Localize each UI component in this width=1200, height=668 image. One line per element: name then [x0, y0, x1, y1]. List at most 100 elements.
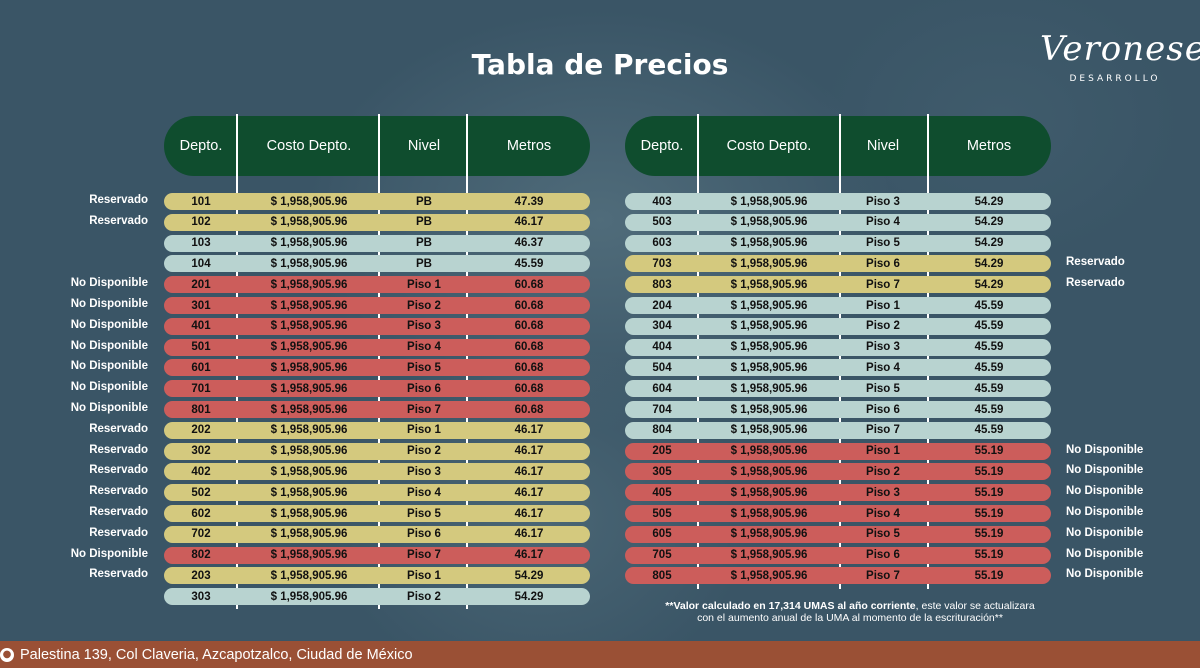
header-metros: Metros [506, 138, 552, 154]
cell-depto: 605 [652, 528, 672, 541]
cell-depto: 501 [191, 341, 211, 354]
cell-costo: $ 1,958,905.96 [730, 445, 808, 458]
cell-nivel: Piso 3 [866, 195, 900, 208]
header-metros: Metros [966, 138, 1012, 154]
status-label: Reservado [89, 485, 148, 498]
cell-nivel: PB [416, 216, 432, 229]
cell-nivel: Piso 3 [407, 320, 441, 333]
cell-nivel: PB [416, 195, 432, 208]
location-pin-icon: ● [0, 647, 14, 662]
cell-nivel: Piso 3 [866, 341, 900, 354]
cell-nivel: PB [416, 257, 432, 270]
table-row: 103 $ 1,958,905.96 PB 46.37 [164, 234, 590, 252]
status-label: Reservado [1066, 277, 1125, 290]
cell-costo: $ 1,958,905.96 [270, 257, 348, 270]
status-label: Reservado [89, 214, 148, 227]
cell-metros: 55.19 [974, 486, 1004, 499]
table-row: 405 $ 1,958,905.96 Piso 3 55.19 [625, 484, 1051, 502]
cell-depto: 203 [191, 569, 211, 582]
cell-metros: 55.19 [974, 549, 1004, 562]
cell-depto: 303 [191, 590, 211, 603]
cell-metros: 45.59 [974, 299, 1004, 312]
cell-costo: $ 1,958,905.96 [270, 549, 348, 562]
header-costo: Costo Depto. [726, 138, 812, 154]
table-row: 504 $ 1,958,905.96 Piso 4 45.59 [625, 359, 1051, 377]
cell-costo: $ 1,958,905.96 [730, 257, 808, 270]
cell-metros: 60.68 [514, 341, 544, 354]
cell-costo: $ 1,958,905.96 [730, 299, 808, 312]
status-label: No Disponible [70, 339, 148, 352]
cell-depto: 401 [191, 320, 211, 333]
table-row: 601 $ 1,958,905.96 Piso 5 60.68 [164, 359, 590, 377]
cell-costo: $ 1,958,905.96 [730, 278, 808, 291]
cell-depto: 201 [191, 278, 211, 291]
cell-costo: $ 1,958,905.96 [730, 549, 808, 562]
table-row: 205 $ 1,958,905.96 Piso 1 55.19 [625, 442, 1051, 460]
table-row: 805 $ 1,958,905.96 Piso 7 55.19 [625, 567, 1051, 585]
table-row: 204 $ 1,958,905.96 Piso 1 45.59 [625, 297, 1051, 314]
status-label: No Disponible [1066, 547, 1144, 560]
cell-costo: $ 1,958,905.96 [270, 341, 348, 354]
cell-costo: $ 1,958,905.96 [730, 507, 808, 520]
cell-metros: 60.68 [514, 361, 544, 374]
note-bold: **Valor calculado en 17,314 UMAS al año … [665, 600, 916, 612]
cell-depto: 405 [652, 486, 672, 499]
cell-nivel: Piso 7 [407, 403, 441, 416]
table-row: 704 $ 1,958,905.96 Piso 6 45.59 [625, 401, 1051, 418]
cell-nivel: Piso 3 [407, 465, 441, 478]
status-label: Reservado [1066, 256, 1125, 269]
cell-nivel: Piso 4 [866, 216, 900, 229]
cell-metros: 60.68 [514, 299, 544, 312]
cell-depto: 402 [191, 465, 211, 478]
cell-costo: $ 1,958,905.96 [730, 465, 808, 478]
cell-depto: 604 [652, 382, 672, 395]
status-label: No Disponible [1066, 485, 1144, 498]
status-label: Reservado [89, 443, 148, 456]
table-row: 403 $ 1,958,905.96 Piso 3 54.29 [625, 193, 1051, 210]
cell-metros: 45.59 [974, 424, 1004, 437]
cell-metros: 54.29 [974, 216, 1004, 229]
table-row: 702 $ 1,958,905.96 Piso 6 46.17 [164, 525, 590, 543]
table-row: 604 $ 1,958,905.96 Piso 5 45.59 [625, 380, 1051, 398]
cell-metros: 45.59 [974, 361, 1004, 374]
cell-metros: 54.29 [514, 569, 544, 582]
cell-depto: 204 [652, 299, 672, 312]
status-label: No Disponible [1066, 443, 1144, 456]
cell-nivel: Piso 1 [866, 445, 900, 458]
table-row: 404 $ 1,958,905.96 Piso 3 45.59 [625, 338, 1051, 356]
status-label: No Disponible [70, 277, 148, 290]
table-row: 104 $ 1,958,905.96 PB 45.59 [164, 255, 590, 273]
status-label: Reservado [89, 464, 148, 477]
cell-metros: 45.59 [974, 382, 1004, 395]
cell-metros: 46.17 [514, 445, 544, 458]
table-row: 701 $ 1,958,905.96 Piso 6 60.68 [164, 380, 590, 398]
cell-metros: 46.17 [514, 549, 544, 562]
cell-depto: 302 [191, 445, 211, 458]
table-row: 202 $ 1,958,905.96 Piso 1 46.17 [164, 421, 590, 439]
cell-nivel: Piso 6 [407, 528, 441, 541]
cell-costo: $ 1,958,905.96 [270, 424, 348, 437]
cell-metros: 54.29 [974, 257, 1004, 270]
table-row: 804 $ 1,958,905.96 Piso 7 45.59 [625, 421, 1051, 439]
cell-costo: $ 1,958,905.96 [270, 195, 348, 208]
status-label: No Disponible [70, 381, 148, 394]
table-row: 304 $ 1,958,905.96 Piso 2 45.59 [625, 317, 1051, 335]
cell-costo: $ 1,958,905.96 [730, 216, 808, 229]
cell-metros: 46.17 [514, 465, 544, 478]
cell-nivel: Piso 1 [407, 278, 441, 291]
cell-nivel: Piso 4 [407, 341, 441, 354]
table-row: 102 $ 1,958,905.96 PB 46.17 [164, 213, 590, 231]
cell-costo: $ 1,958,905.96 [270, 569, 348, 582]
footer-address: Palestina 139, Col Claveria, Azcapotzalc… [20, 646, 413, 663]
status-label: No Disponible [70, 547, 148, 560]
footer-bar: ● Palestina 139, Col Claveria, Azcapotza… [0, 641, 1200, 668]
logo-subtitle: DESARROLLO [1069, 74, 1161, 84]
cell-costo: $ 1,958,905.96 [270, 278, 348, 291]
cell-metros: 55.19 [974, 528, 1004, 541]
header-nivel: Nivel [407, 138, 441, 154]
cell-nivel: Piso 7 [866, 569, 900, 582]
table-row: 401 $ 1,958,905.96 Piso 3 60.68 [164, 317, 590, 335]
cell-costo: $ 1,958,905.96 [730, 237, 808, 250]
cell-metros: 54.29 [974, 278, 1004, 291]
cell-metros: 47.39 [514, 195, 544, 208]
